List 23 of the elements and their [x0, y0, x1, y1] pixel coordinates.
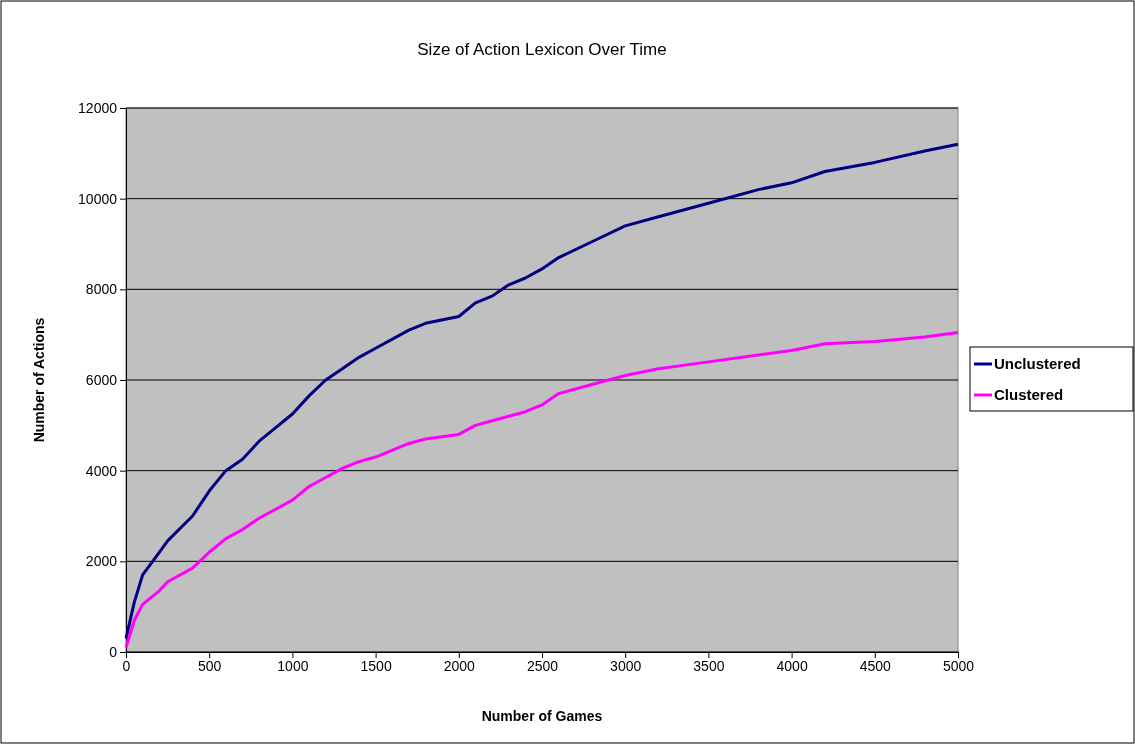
y-axis-title: Number of Actions — [31, 317, 47, 443]
x-tick-label: 4500 — [859, 657, 892, 674]
y-tick-label: 6000 — [85, 371, 118, 388]
legend-label: Clustered — [994, 386, 1064, 403]
x-tick-label: 0 — [122, 657, 131, 674]
x-tick-label: 1000 — [277, 657, 309, 674]
y-tick-label: 4000 — [85, 462, 118, 479]
y-tick-label: 8000 — [85, 281, 118, 298]
x-tick-label: 2500 — [526, 657, 559, 674]
x-tick-label: 1500 — [360, 657, 392, 674]
x-tick-label: 500 — [198, 657, 222, 674]
x-tick-label: 3000 — [610, 657, 642, 674]
x-tick-label: 3500 — [693, 657, 725, 674]
y-tick-label: 0 — [109, 643, 118, 660]
x-tick-label: 5000 — [942, 657, 975, 674]
y-tick-label: 10000 — [78, 190, 118, 207]
y-tick-label: 12000 — [78, 99, 118, 116]
legend-label: Unclustered — [994, 355, 1081, 372]
y-tick-label: 2000 — [85, 553, 118, 570]
chart-title: Size of Action Lexicon Over Time — [417, 40, 667, 59]
x-axis-title: Number of Games — [481, 708, 603, 724]
x-tick-label: 2000 — [443, 657, 476, 674]
x-tick-label: 4000 — [776, 657, 808, 674]
